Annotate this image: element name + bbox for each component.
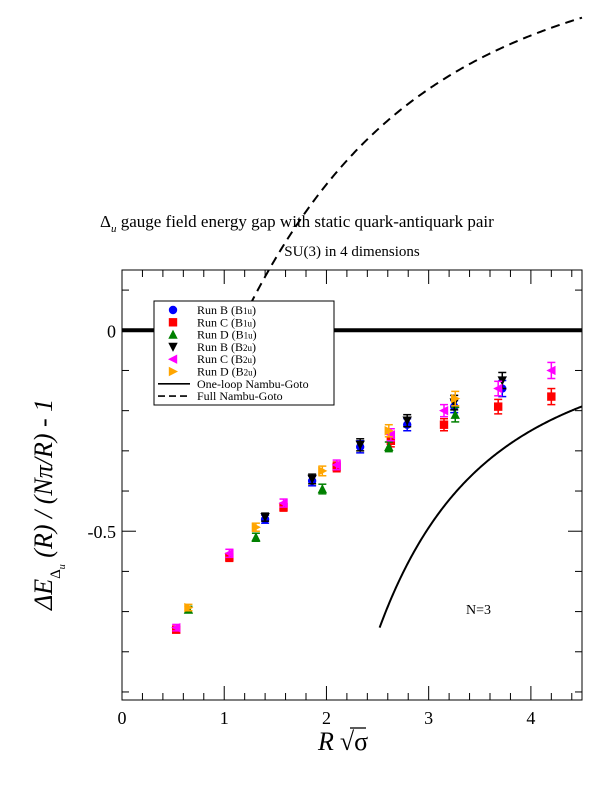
one-loop-nambu-goto-curve (378, 405, 583, 629)
data-point (384, 426, 394, 436)
legend-label: Run B (B1u) (197, 303, 256, 317)
data-point (439, 420, 449, 429)
data-point (318, 466, 328, 476)
x-axis-label: R √σ (317, 727, 368, 756)
data-point (224, 548, 234, 559)
full-nambu-goto-curve (223, 16, 583, 359)
x-tick-label: 2 (322, 708, 331, 728)
x-tick-label: 4 (526, 708, 535, 728)
y-tick-labels: 0 -0.5 (88, 321, 117, 542)
data-point (547, 392, 556, 401)
y-axis-label: ΔEΔu (R) / (Nπ/R) - 1 (29, 399, 68, 611)
data-point (307, 474, 317, 484)
data-point (402, 416, 412, 426)
x-tick-label: 3 (424, 708, 433, 728)
legend-marker (168, 329, 178, 339)
plot-frame (121, 269, 583, 701)
data-point (331, 460, 341, 470)
data-point (450, 409, 460, 419)
data-point (278, 498, 288, 508)
legend-label: Run D (B2u) (197, 365, 257, 379)
data-point (355, 440, 365, 450)
legend-marker (168, 342, 178, 352)
data-point (260, 512, 270, 523)
chart-subtitle: SU(3) in 4 dimensions (284, 244, 420, 260)
data-point (251, 522, 261, 532)
data-point (493, 402, 503, 411)
data-point (451, 393, 461, 404)
legend-marker (168, 305, 178, 315)
legend-box (153, 300, 335, 406)
y-tick-label: 0 (107, 321, 116, 341)
data-point (251, 532, 261, 542)
legend-marker (168, 354, 178, 364)
y-tick-label: -0.5 (88, 522, 117, 542)
x-tick-labels: 0 1 2 3 4 (118, 708, 536, 728)
legend-label: Run D (B1u) (197, 328, 257, 342)
x-tick-label: 0 (118, 708, 127, 728)
n-annotation: N=3 (466, 603, 491, 618)
data-point (546, 365, 556, 376)
x-tick-label: 1 (220, 708, 229, 728)
data-point (384, 441, 394, 452)
legend-label: Run B (B2u) (197, 340, 256, 354)
legend: Run B (B1u)Run C (B1u)Run D (B1u)Run B (… (153, 300, 335, 406)
legend-label: One-loop Nambu-Goto (197, 377, 309, 391)
legend-label: Full Nambu-Goto (197, 389, 283, 403)
data-point (493, 383, 503, 394)
legend-marker (168, 318, 178, 327)
axis-ticks (121, 270, 582, 700)
data-point (497, 376, 507, 386)
data-point (317, 484, 328, 494)
data-point (184, 602, 194, 613)
legend-label: Run C (B2u) (197, 352, 256, 366)
data-points (171, 361, 556, 634)
data-point (439, 405, 449, 416)
legend-label: Run C (B1u) (197, 315, 256, 329)
data-point (171, 622, 181, 633)
legend-marker (168, 366, 178, 377)
chart-title: Δu gauge field energy gap with static qu… (100, 212, 494, 235)
